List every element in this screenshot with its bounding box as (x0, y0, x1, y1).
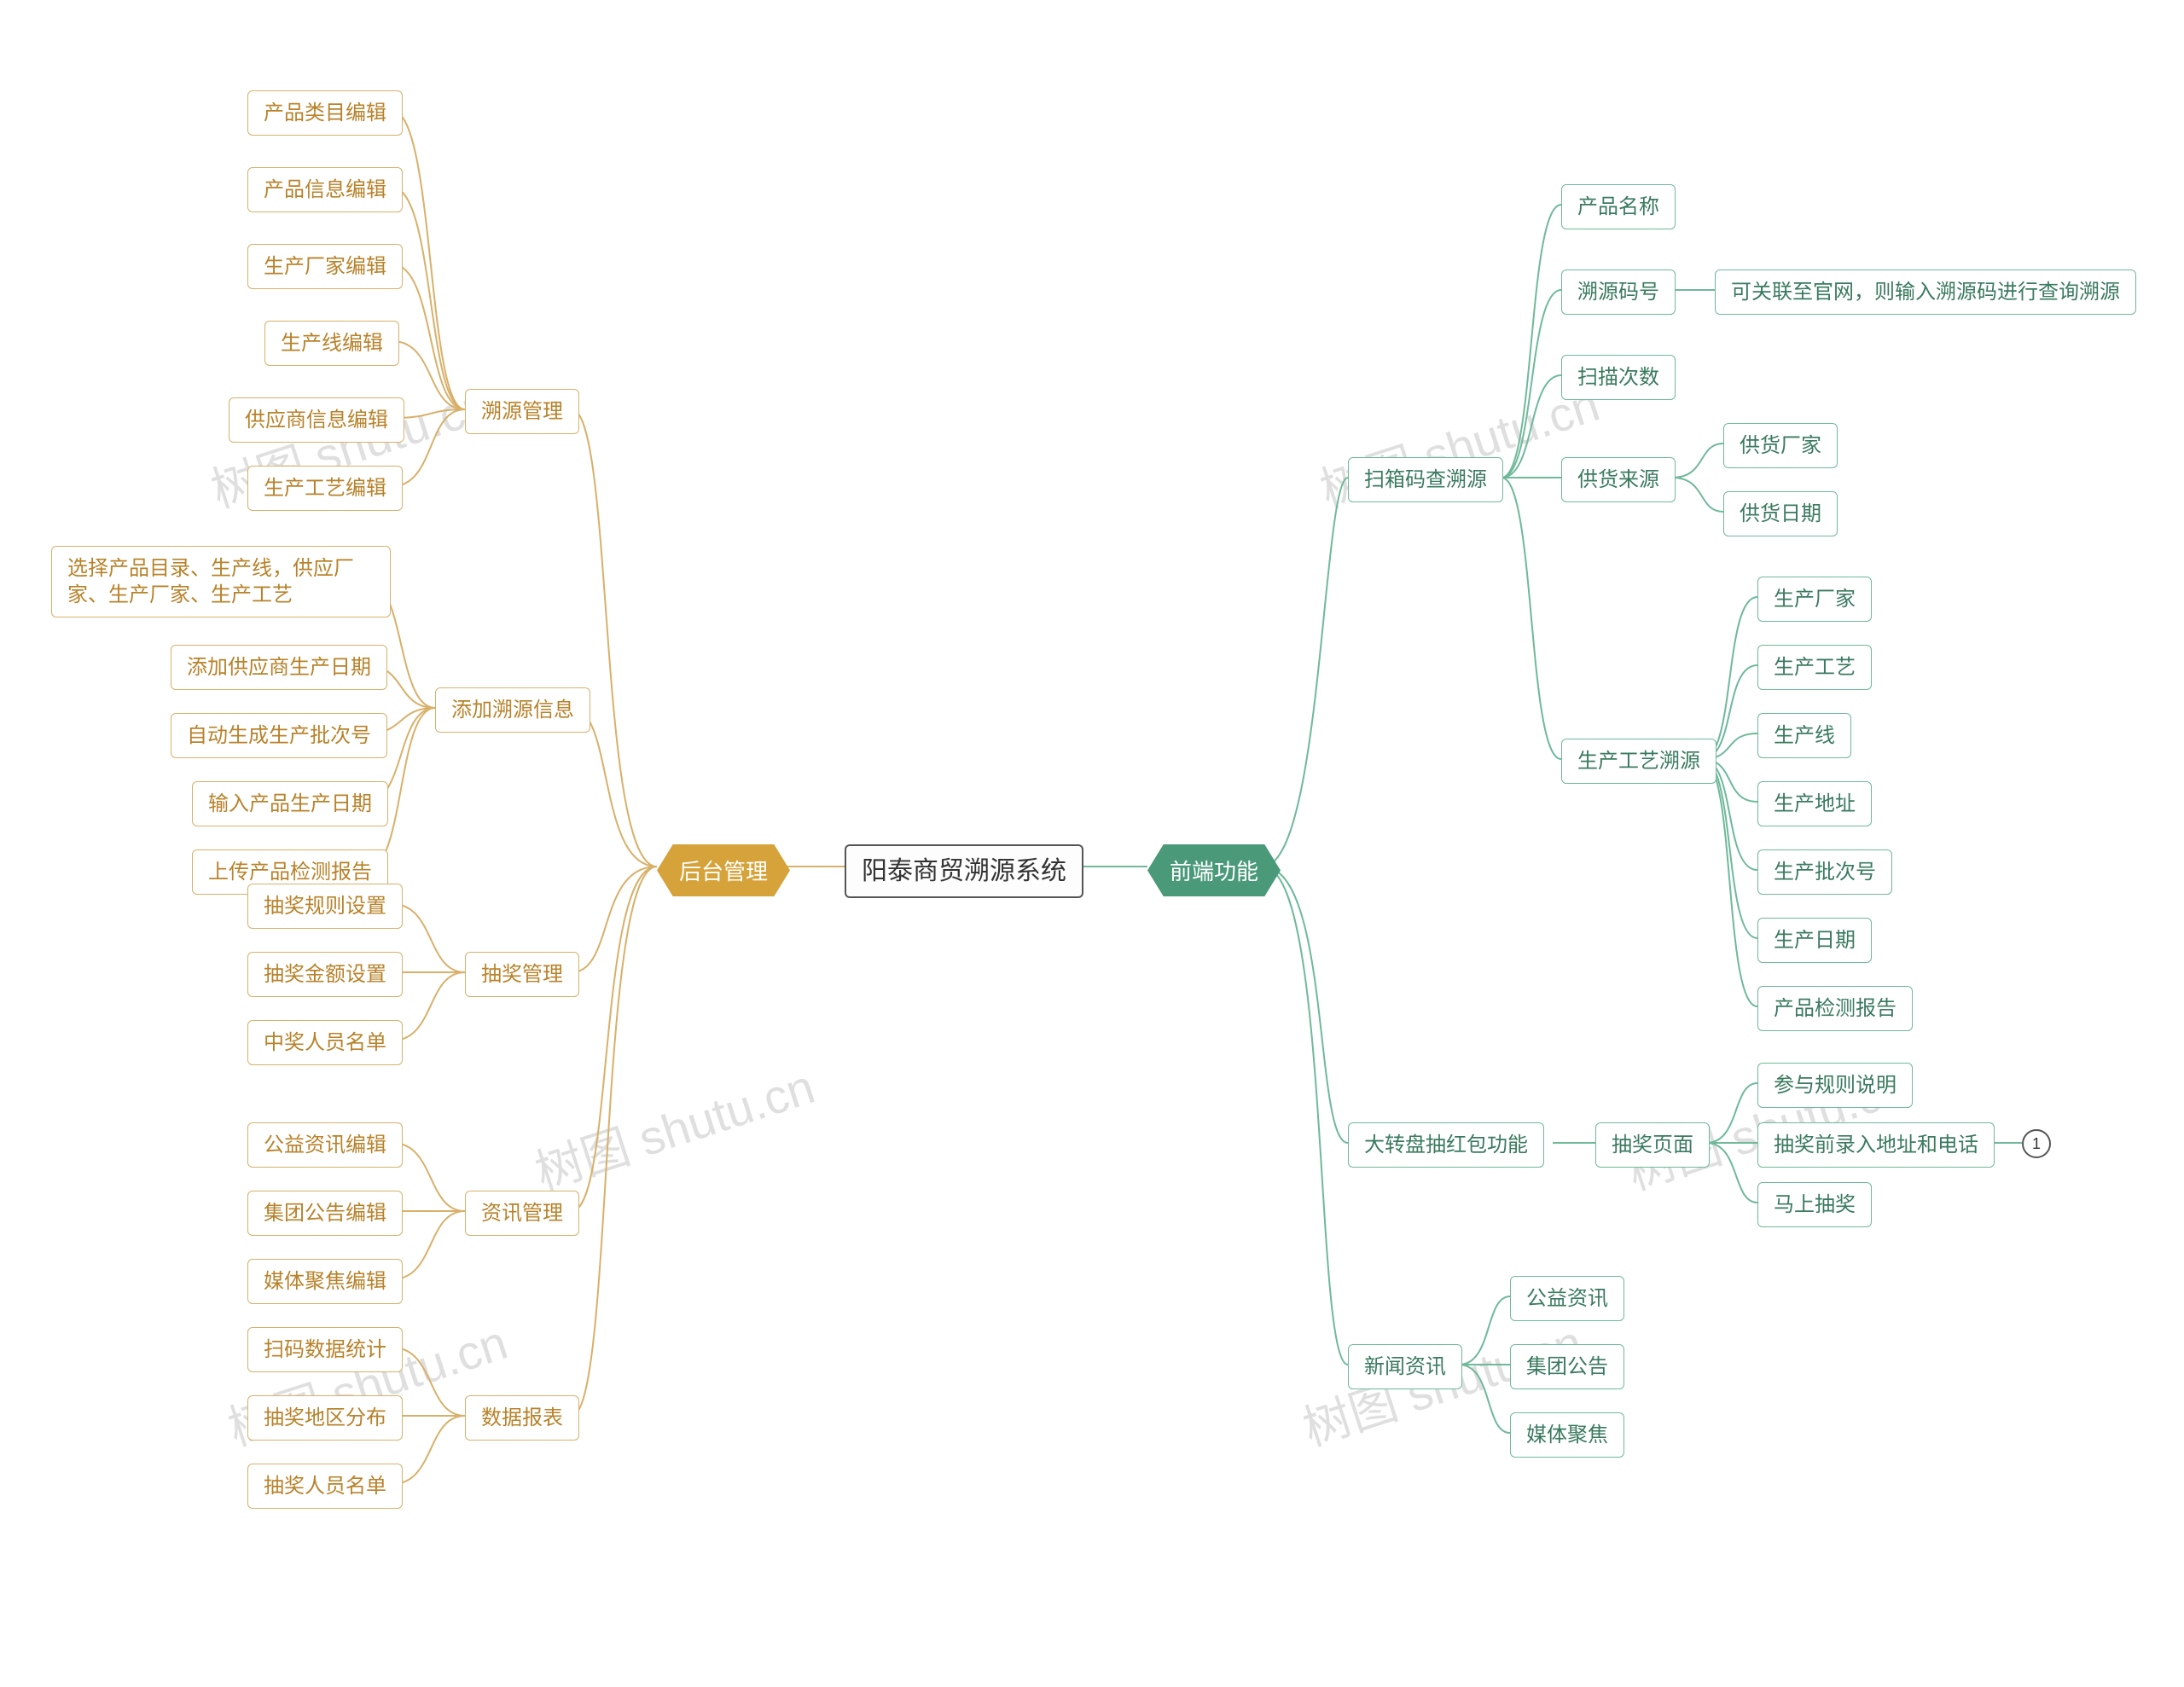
node-mfr-edit[interactable]: 生产厂家编辑 (247, 244, 403, 289)
branch-frontend[interactable]: 前端功能 (1147, 844, 1281, 896)
node-charity-news[interactable]: 公益资讯 (1510, 1276, 1624, 1321)
node-media[interactable]: 媒体聚焦 (1510, 1412, 1624, 1458)
node-auto-batch[interactable]: 自动生成生产批次号 (171, 713, 387, 758)
root-node[interactable]: 阳泰商贸溯源系统 (845, 844, 1083, 898)
node-info-edit[interactable]: 产品信息编辑 (247, 167, 403, 212)
node-add-trace-info[interactable]: 添加溯源信息 (435, 687, 590, 733)
node-line[interactable]: 生产线 (1757, 713, 1851, 758)
watermark: 树图 shutu.cn (526, 1049, 822, 1204)
node-enter-addr-phone[interactable]: 抽奖前录入地址和电话 (1757, 1122, 1995, 1168)
node-batch[interactable]: 生产批次号 (1757, 849, 1892, 895)
node-draw-now[interactable]: 马上抽奖 (1757, 1182, 1872, 1227)
node-media-edit[interactable]: 媒体聚焦编辑 (247, 1259, 403, 1304)
node-scan-trace[interactable]: 扫箱码查溯源 (1348, 457, 1503, 502)
node-supply-source[interactable]: 供货来源 (1561, 457, 1676, 502)
node-news-mgmt[interactable]: 资讯管理 (465, 1191, 579, 1236)
node-add-supplier-date[interactable]: 添加供应商生产日期 (171, 645, 387, 690)
node-product-name[interactable]: 产品名称 (1561, 184, 1676, 229)
badge-1: 1 (2022, 1129, 2051, 1158)
node-enter-prod-date[interactable]: 输入产品生产日期 (192, 781, 388, 826)
node-scan-count[interactable]: 扫描次数 (1561, 355, 1676, 400)
node-line-edit[interactable]: 生产线编辑 (264, 321, 399, 366)
node-supply-date[interactable]: 供货日期 (1723, 491, 1838, 536)
node-lottery-amount[interactable]: 抽奖金额设置 (247, 952, 403, 997)
node-process-trace[interactable]: 生产工艺溯源 (1561, 739, 1716, 784)
node-trace-code-desc[interactable]: 可关联至官网，则输入溯源码进行查询溯源 (1715, 270, 2136, 315)
node-address[interactable]: 生产地址 (1757, 781, 1872, 826)
branch-backend[interactable]: 后台管理 (657, 844, 790, 896)
node-news[interactable]: 新闻资讯 (1348, 1344, 1462, 1389)
node-trace-code[interactable]: 溯源码号 (1561, 270, 1676, 315)
node-winner-list[interactable]: 中奖人员名单 (247, 1020, 403, 1065)
node-trace-mgmt[interactable]: 溯源管理 (465, 389, 579, 434)
node-supplier[interactable]: 供货厂家 (1723, 423, 1838, 468)
node-notice-edit[interactable]: 集团公告编辑 (247, 1191, 403, 1236)
node-process[interactable]: 生产工艺 (1757, 645, 1872, 690)
node-data-report[interactable]: 数据报表 (465, 1395, 579, 1441)
node-prod-date[interactable]: 生产日期 (1757, 918, 1872, 963)
node-process-edit[interactable]: 生产工艺编辑 (247, 466, 403, 511)
node-cat-edit[interactable]: 产品类目编辑 (247, 90, 403, 136)
node-wheel-redpacket[interactable]: 大转盘抽红包功能 (1348, 1122, 1544, 1168)
node-lottery-page[interactable]: 抽奖页面 (1595, 1122, 1710, 1168)
node-lottery-mgmt[interactable]: 抽奖管理 (465, 952, 579, 997)
node-manufacturer[interactable]: 生产厂家 (1757, 577, 1872, 622)
node-region-dist[interactable]: 抽奖地区分布 (247, 1395, 403, 1441)
node-report[interactable]: 产品检测报告 (1757, 986, 1913, 1031)
node-rules[interactable]: 参与规则说明 (1757, 1063, 1913, 1108)
node-select-catalog[interactable]: 选择产品目录、生产线，供应厂家、生产厂家、生产工艺 (51, 546, 391, 617)
node-lottery-rule[interactable]: 抽奖规则设置 (247, 884, 403, 929)
node-group-notice[interactable]: 集团公告 (1510, 1344, 1624, 1389)
node-draw-list[interactable]: 抽奖人员名单 (247, 1464, 403, 1509)
node-charity-edit[interactable]: 公益资讯编辑 (247, 1122, 403, 1168)
node-scan-stats[interactable]: 扫码数据统计 (247, 1327, 403, 1372)
node-supplier-edit[interactable]: 供应商信息编辑 (229, 397, 404, 443)
